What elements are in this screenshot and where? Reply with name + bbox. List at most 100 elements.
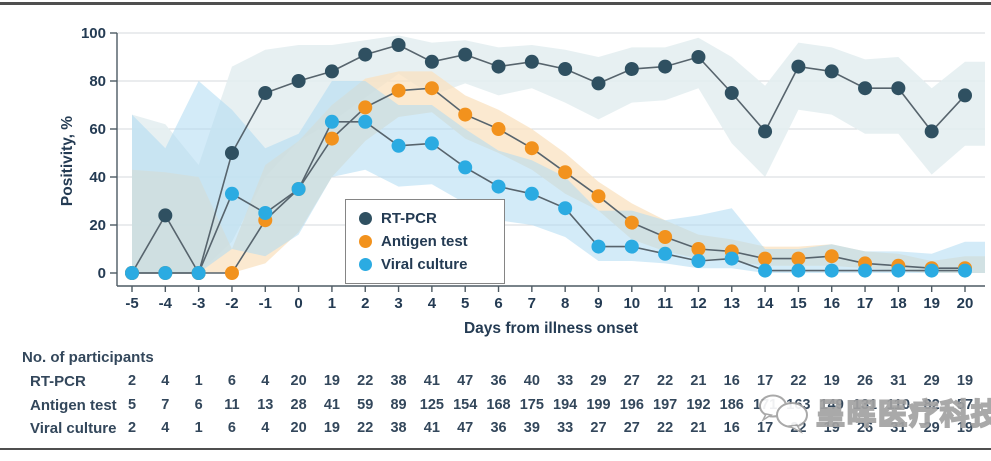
x-tick-label: 8: [561, 295, 569, 312]
participants-value: 4: [161, 373, 170, 389]
participants-value: 17: [757, 373, 774, 389]
rt-pcr-point: [891, 81, 906, 96]
legend-row-rt-pcr: RT-PCR: [359, 210, 504, 227]
rt-pcr-point: [591, 76, 606, 91]
participants-value: 5: [127, 396, 137, 413]
table-row-label-rt-pcr: RT-PCR: [30, 373, 86, 390]
antigen-test-point: [791, 251, 806, 266]
participants-value: 1: [194, 373, 203, 389]
rt-pcr-point: [424, 54, 439, 69]
participants-value: 192: [686, 396, 711, 413]
participants-value: 154: [453, 396, 478, 413]
x-tick-label: 0: [294, 295, 302, 312]
participants-value: 27: [623, 373, 640, 389]
participants-value: 22: [357, 373, 374, 389]
participants-value: 59: [357, 396, 374, 413]
legend-label: RT-PCR: [381, 210, 437, 227]
rt-pcr-point: [524, 54, 539, 69]
rt-pcr-point: [358, 47, 373, 62]
rt-pcr-point: [491, 59, 506, 74]
participants-value: 33: [557, 373, 574, 389]
x-tick-label: 2: [361, 295, 369, 312]
viral-culture-point: [891, 263, 906, 278]
viral-culture-point: [691, 254, 706, 268]
viral-culture-confidence-band: [132, 81, 985, 273]
rt-pcr-point: [258, 86, 273, 100]
viral-culture-point: [391, 138, 406, 153]
x-tick-label: 16: [823, 295, 840, 312]
viral-culture-point: [358, 114, 373, 129]
participants-value: 26: [856, 373, 874, 389]
participants-value: 41: [423, 420, 440, 436]
participants-value: 2: [127, 373, 137, 389]
participants-value: 19: [323, 373, 340, 389]
participants-value: 28: [290, 396, 307, 413]
x-tick-label: 14: [757, 295, 774, 312]
x-axis-title: Days from illness onset: [463, 320, 638, 337]
participants-value: 29: [590, 373, 607, 389]
legend: RT-PCR Antigen test Viral culture: [345, 199, 505, 284]
antigen-test-point: [391, 83, 406, 98]
legend-row-viral-culture: Viral culture: [359, 256, 504, 273]
antigen-test-point: [658, 230, 673, 244]
viral-culture-point: [558, 201, 573, 216]
antigen-test-point: [691, 242, 706, 256]
antigen-test-point: [358, 100, 373, 115]
antigen-test-point: [224, 266, 239, 280]
participants-value: 31: [890, 420, 907, 436]
participants-value: 19: [823, 373, 840, 389]
viral-culture-point: [491, 179, 506, 194]
x-tick-label: -3: [192, 295, 205, 312]
participants-value: 41: [423, 373, 440, 389]
y-tick-label: 60: [89, 121, 106, 138]
antigen-test-point: [491, 122, 506, 136]
y-tick-label: 40: [89, 169, 106, 186]
antigen-test-point: [458, 107, 473, 122]
y-tick-label: 20: [89, 217, 106, 234]
participants-value: 47: [457, 420, 474, 436]
x-tick-label: 3: [394, 295, 402, 312]
participants-value: 29: [923, 420, 940, 436]
y-tick-label: 80: [89, 73, 106, 90]
participants-value: 41: [323, 396, 340, 413]
x-tick-label: 15: [790, 295, 807, 312]
rt-pcr-point: [458, 47, 473, 62]
y-tick-label: 0: [98, 265, 106, 282]
antigen-test-point: [624, 215, 639, 230]
participants-value: 22: [657, 373, 674, 389]
participants-value: 199: [586, 396, 611, 413]
x-tick-label: 7: [528, 295, 536, 312]
antigen-test-point: [591, 189, 606, 204]
participants-value: 6: [227, 420, 236, 436]
participants-value: 168: [486, 396, 511, 413]
participants-value: 82: [923, 396, 940, 413]
table-row-label-antigen-test: Antigen test: [30, 396, 117, 414]
rt-pcr-point: [391, 38, 406, 52]
participants-value: 6: [227, 373, 236, 389]
rt-pcr-point: [158, 208, 173, 223]
participants-value: 27: [623, 420, 640, 436]
viral-culture-point: [924, 263, 939, 278]
participants-value: 197: [653, 396, 678, 413]
rt-pcr-point: [858, 81, 873, 96]
x-tick-label: 5: [461, 295, 469, 312]
participants-value: 131: [852, 396, 878, 413]
participants-value: 57: [956, 396, 974, 413]
participants-value: 22: [657, 420, 674, 436]
participants-value: 38: [390, 373, 407, 389]
viral-culture-point: [824, 263, 839, 278]
participants-value: 19: [823, 420, 840, 436]
viral-culture-point: [224, 186, 239, 201]
participants-value: 89: [390, 396, 407, 413]
participants-value: 31: [890, 373, 907, 389]
participants-value: 19: [956, 373, 974, 389]
rt-pcr-point: [791, 59, 806, 74]
viral-culture-point: [958, 263, 972, 278]
participants-value: 40: [523, 373, 540, 389]
x-tick-label: 10: [623, 295, 640, 312]
viral-culture-point: [458, 160, 473, 175]
x-tick-label: -4: [159, 295, 173, 312]
antigen-test-point: [324, 131, 339, 146]
